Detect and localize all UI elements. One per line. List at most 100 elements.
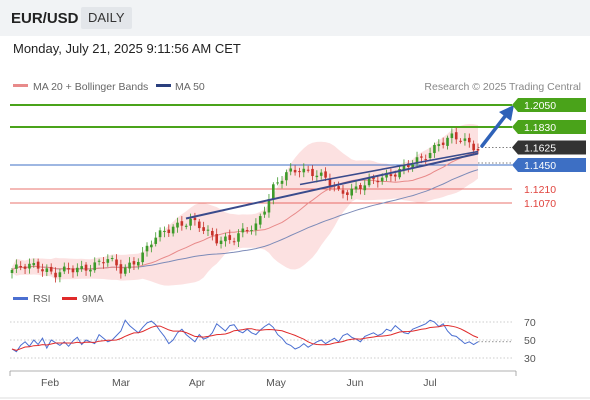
- candle-body: [241, 228, 245, 233]
- candle-body: [211, 230, 214, 236]
- candle-body: [380, 177, 384, 182]
- candle-body: [110, 258, 114, 260]
- candle-body: [463, 138, 467, 141]
- candle-body: [28, 263, 31, 269]
- rsi-ma-legend-label: 9MA: [82, 293, 104, 305]
- level-label: 1.1830: [524, 122, 556, 134]
- candle-body: [119, 264, 123, 274]
- candle-body: [293, 169, 297, 173]
- candle-body: [424, 159, 428, 161]
- level-tag-resistance: [512, 120, 586, 134]
- source-credit: Research © 2025 Trading Central: [424, 81, 581, 93]
- ma20-legend-swatch: [13, 84, 28, 87]
- candle-body: [454, 132, 458, 140]
- candle-body: [280, 180, 284, 184]
- candle-body: [206, 229, 210, 231]
- x-tick-label: May: [266, 377, 287, 389]
- rsi-ma-legend-swatch: [62, 297, 77, 300]
- candle-body: [385, 172, 388, 178]
- candle-body: [245, 230, 249, 232]
- candle-body: [84, 264, 88, 271]
- candle-body: [154, 237, 158, 244]
- x-tick-label: Jun: [347, 377, 364, 389]
- candle-body: [337, 186, 340, 189]
- candle-body: [341, 190, 345, 194]
- candle-body: [10, 270, 14, 273]
- candle-body: [128, 262, 131, 269]
- candle-body: [189, 218, 192, 226]
- x-tick-label: Mar: [112, 377, 131, 389]
- level-tag-current: [512, 140, 586, 155]
- candle-body: [163, 230, 166, 232]
- candle-body: [315, 175, 319, 178]
- candle-body: [123, 267, 127, 274]
- candle-body: [372, 177, 375, 180]
- chart-datetime: Monday, July 21, 2025 9:11:56 AM CET: [13, 41, 241, 56]
- candle-body: [237, 233, 240, 242]
- candle-body: [393, 174, 397, 177]
- ma50-legend-label: MA 50: [175, 81, 205, 93]
- candle-body: [363, 185, 367, 191]
- candle-body: [167, 229, 171, 234]
- candle-body: [197, 221, 201, 229]
- level-label: 1.1450: [524, 160, 556, 172]
- candle-body: [402, 164, 406, 170]
- candle-body: [407, 163, 410, 168]
- level-label: 1.2050: [524, 100, 556, 112]
- candle-body: [158, 230, 162, 238]
- candle-body: [232, 241, 236, 243]
- candle-body: [184, 225, 188, 227]
- candle-body: [302, 168, 306, 173]
- rsi-legend-swatch: [13, 297, 28, 300]
- candle-body: [15, 264, 18, 269]
- candle-body: [180, 221, 184, 226]
- candle-body: [311, 168, 314, 177]
- candle-body: [328, 179, 332, 186]
- rsi-tick-label: 30: [524, 353, 536, 365]
- candle-body: [433, 144, 436, 154]
- timeframe-button[interactable]: DAILY: [81, 7, 132, 29]
- candle-body: [145, 245, 149, 252]
- level-labels: 1.2050 1.1830 1.1625 1.1450 1.1210 1.1070: [512, 98, 586, 210]
- trendlines: [185, 105, 514, 220]
- candle-body: [141, 252, 144, 263]
- level-tag-resistance: [512, 98, 586, 112]
- candle-body: [219, 240, 223, 245]
- candle-body: [193, 217, 197, 221]
- candle-body: [89, 269, 92, 272]
- candle-body: [76, 267, 79, 273]
- rsi-panel: 70 50 30: [10, 317, 536, 365]
- candle-body: [359, 185, 362, 189]
- rsi-ma-line: [11, 324, 479, 351]
- candle-body: [49, 266, 53, 272]
- candle-body: [58, 272, 62, 278]
- currency-pair: EUR/USD: [11, 10, 79, 27]
- candle-body: [411, 164, 414, 169]
- candle-body: [67, 268, 70, 270]
- x-axis: Feb Mar Apr May Jun Jul: [0, 370, 590, 399]
- level-label: 1.1210: [524, 184, 556, 196]
- candle-body: [459, 140, 462, 142]
- candle-body: [224, 236, 227, 242]
- candle-body: [389, 174, 393, 177]
- x-tick-label: Apr: [189, 377, 206, 389]
- candle-body: [467, 137, 471, 143]
- target-arrow-head: [499, 105, 514, 121]
- target-arrow-shaft: [480, 113, 508, 148]
- candle-body: [398, 168, 401, 178]
- candle-body: [350, 188, 354, 196]
- x-tick-label: Feb: [41, 377, 59, 389]
- candle-body: [267, 199, 271, 213]
- support-trendline: [185, 152, 479, 220]
- candlesticks: [10, 127, 480, 283]
- candle-body: [62, 266, 66, 272]
- candle-body: [472, 143, 475, 151]
- rsi-legend-label: RSI: [33, 293, 51, 305]
- candle-body: [298, 171, 301, 173]
- candle-body: [346, 192, 349, 195]
- candle-body: [176, 222, 179, 228]
- level-label: 1.1625: [524, 142, 556, 154]
- candle-body: [446, 137, 449, 146]
- candle-body: [71, 268, 75, 273]
